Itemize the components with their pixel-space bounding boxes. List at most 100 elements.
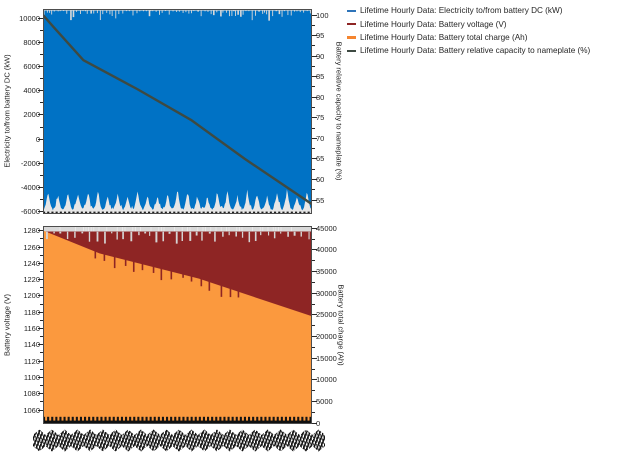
- axis-tick-label: 40000: [316, 245, 337, 255]
- axis-tick-label: 1060: [23, 405, 40, 415]
- axis-minor-tick: [312, 45, 315, 47]
- axis-tick-label: 45000: [316, 223, 337, 233]
- axis-tick: [312, 357, 317, 359]
- axis-tick: [38, 393, 43, 395]
- axis-tick-label: 100: [316, 10, 329, 20]
- axis-tick: [38, 295, 43, 297]
- axis-tick: [312, 199, 317, 201]
- axis-minor-tick: [40, 238, 43, 240]
- axis-tick: [38, 17, 43, 19]
- axis-tick: [312, 336, 317, 338]
- axis-tick: [38, 211, 43, 213]
- axis-tick: [312, 401, 317, 403]
- axis-tick: [38, 66, 43, 68]
- axis-tick: [312, 55, 317, 57]
- axis-tick: [38, 41, 43, 43]
- axis-minor-tick: [40, 78, 43, 80]
- axis-tick-label: 20000: [316, 332, 337, 342]
- axis-tick-label: 10000: [19, 13, 40, 23]
- axis-minor-tick: [40, 199, 43, 201]
- axis-tick-label: 75: [316, 113, 325, 123]
- axis-minor-tick: [312, 346, 315, 348]
- axis-tick: [312, 379, 317, 381]
- legend-marker-line: [347, 36, 356, 39]
- axis-minor-tick: [40, 303, 43, 305]
- axis-minor-tick: [312, 411, 315, 413]
- legend-item-label: Lifetime Hourly Data: Battery total char…: [360, 32, 528, 42]
- axis-tick-label: 1220: [23, 275, 40, 285]
- axis-tick: [312, 137, 317, 139]
- axis-tick-label: 1120: [23, 356, 40, 366]
- axis-minor-tick: [40, 385, 43, 387]
- axis-tick-label: 70: [316, 133, 325, 143]
- axis-minor-tick: [312, 189, 315, 191]
- axis-tick: [38, 262, 43, 264]
- axis-tick: [38, 114, 43, 116]
- axis-tick: [312, 227, 317, 229]
- axis-tick-label: 4000: [23, 86, 40, 96]
- axis-tick-label: 35000: [316, 267, 337, 277]
- legend-item: Lifetime Hourly Data: Battery voltage (V…: [347, 17, 590, 30]
- axis-tick: [38, 90, 43, 92]
- axis-tick-label: 55: [316, 195, 325, 205]
- axis-tick-label: 1080: [23, 389, 40, 399]
- axis-tick: [312, 422, 317, 424]
- axis-tick: [312, 35, 317, 37]
- axis-tick-label: -2000: [20, 158, 40, 168]
- axis-tick: [312, 96, 317, 98]
- axis-minor-tick: [40, 102, 43, 104]
- legend-item-label: Lifetime Hourly Data: Battery relative c…: [360, 46, 591, 56]
- axis-minor-tick: [40, 54, 43, 56]
- axis-tick-label: 1100: [23, 372, 40, 382]
- axis-minor-tick: [40, 254, 43, 256]
- axis-tick: [38, 279, 43, 281]
- axis-minor-tick: [40, 368, 43, 370]
- axis-tick: [312, 14, 317, 16]
- axis-tick-label: 10000: [316, 375, 337, 385]
- axis-minor-tick: [312, 390, 315, 392]
- axis-tick-label: 1240: [23, 258, 40, 268]
- axis-tick-label: 6000: [23, 62, 40, 72]
- axis-tick: [312, 158, 317, 160]
- axis-tick-label: 60: [316, 174, 325, 184]
- axis-tick: [312, 178, 317, 180]
- axis-minor-tick: [312, 368, 315, 370]
- axis-minor-tick: [40, 126, 43, 128]
- battery-power-capacity-chart[interactable]: [43, 9, 312, 214]
- axis-minor-tick: [40, 319, 43, 321]
- x-axis-tick-labels: [33, 429, 325, 452]
- axis-tick-label: -4000: [20, 182, 40, 192]
- legend-item: Lifetime Hourly Data: Electricity to/fro…: [347, 4, 590, 17]
- axis-tick: [38, 246, 43, 248]
- axis-tick: [312, 292, 317, 294]
- axis-tick-label: 0: [35, 134, 40, 144]
- axis-tick-label: 0: [316, 418, 321, 428]
- axis-tick: [38, 344, 43, 346]
- axis-tick-label: 65: [316, 154, 325, 164]
- axis-tick: [312, 76, 317, 78]
- axis-tick: [38, 138, 43, 140]
- legend-marker-line: [347, 9, 356, 12]
- axis-tick: [38, 409, 43, 411]
- axis-tick-label: 2000: [23, 110, 40, 120]
- axis-minor-tick: [40, 352, 43, 354]
- axis-minor-tick: [40, 287, 43, 289]
- axis-tick: [38, 162, 43, 164]
- axis-tick: [312, 117, 317, 119]
- legend-item-label: Lifetime Hourly Data: Electricity to/fro…: [360, 6, 563, 16]
- axis-minor-tick: [40, 270, 43, 272]
- axis-minor-tick: [312, 86, 315, 88]
- battery-voltage-charge-chart[interactable]: [43, 226, 312, 424]
- axis-tick: [312, 314, 317, 316]
- axis-tick-label: 5000: [316, 397, 333, 407]
- axis-minor-tick: [312, 107, 315, 109]
- axis-tick-label: 80: [316, 92, 325, 102]
- legend-item: Lifetime Hourly Data: Battery total char…: [347, 31, 590, 44]
- axis-tick-label: 30000: [316, 288, 337, 298]
- axis-tick: [38, 360, 43, 362]
- axis-tick-label: 90: [316, 51, 325, 61]
- axis-minor-tick: [312, 325, 315, 327]
- axis-tick-label: 1140: [23, 340, 40, 350]
- axis-minor-tick: [312, 127, 315, 129]
- axis-minor-tick: [312, 238, 315, 240]
